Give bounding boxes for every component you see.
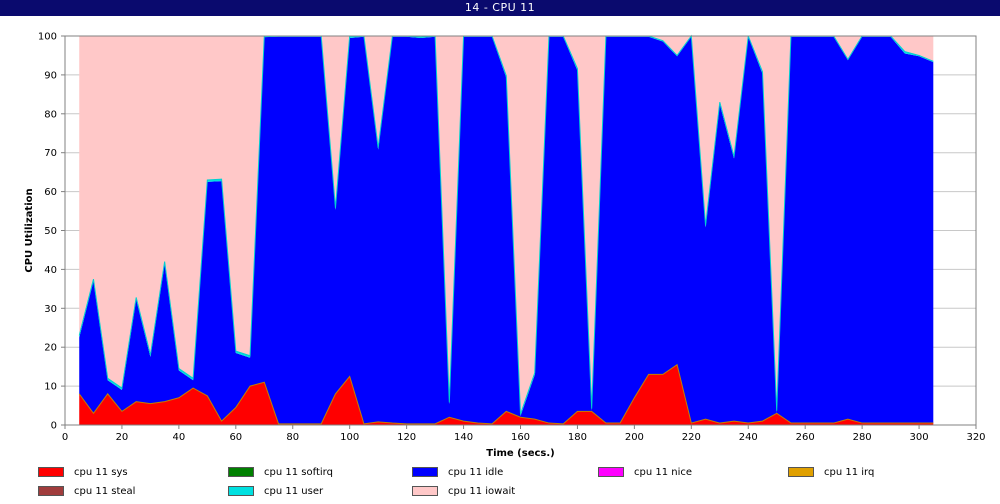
x-tick-label: 240 <box>739 432 758 443</box>
legend-label: cpu 11 softirq <box>264 466 333 478</box>
legend-item: cpu 11 softirq <box>228 465 333 479</box>
x-tick-label: 220 <box>682 432 701 443</box>
area-cpu-11-iowait <box>79 36 934 415</box>
area-cpu-11-idle <box>79 36 934 424</box>
legend-swatch <box>228 467 254 477</box>
y-tick-label: 100 <box>38 32 57 43</box>
x-tick-label: 180 <box>568 432 587 443</box>
line-sys-top <box>78 363 934 425</box>
legend-label: cpu 11 nice <box>634 466 693 478</box>
x-tick-label: 320 <box>966 432 985 443</box>
legend-label: cpu 11 idle <box>448 466 504 478</box>
x-tick-label: 80 <box>286 432 299 443</box>
legend-swatch <box>38 486 64 496</box>
legend-item: cpu 11 user <box>228 484 323 498</box>
legend: cpu 11 sys cpu 11 softirq cpu 11 idle cpu 1… <box>0 460 1000 504</box>
x-tick-label: 260 <box>796 432 815 443</box>
legend-label: cpu 11 sys <box>74 466 128 478</box>
legend-item: cpu 11 steal <box>38 484 135 498</box>
y-tick-label: 20 <box>44 343 57 354</box>
window-title: 14 - CPU 11 <box>0 0 1000 16</box>
y-tick-label: 10 <box>44 382 57 393</box>
legend-label: cpu 11 irq <box>824 466 875 478</box>
chart-panel: 0 20 40 60 80 100 120 140 160 180 200 220 240 260 280 3… <box>0 16 1000 504</box>
y-tick-label: 90 <box>44 70 57 81</box>
x-tick-label: 120 <box>397 432 416 443</box>
legend-swatch <box>38 467 64 477</box>
legend-item: cpu 11 idle <box>412 465 503 479</box>
y-tick-label: 70 <box>44 148 57 159</box>
x-tick-label: 0 <box>62 432 68 443</box>
stacked-areas <box>78 34 934 425</box>
legend-label: cpu 11 iowait <box>448 485 516 497</box>
x-tick-label: 100 <box>340 432 359 443</box>
legend-item: cpu 11 nice <box>598 465 692 479</box>
legend-swatch <box>412 486 438 496</box>
legend-label: cpu 11 user <box>264 485 324 497</box>
x-tick-label: 160 <box>511 432 530 443</box>
legend-swatch <box>598 467 624 477</box>
x-axis-label: Time (secs.) <box>486 448 555 459</box>
y-tick-label: 60 <box>44 187 57 198</box>
cpu-utilization-chart: 0 20 40 60 80 100 120 140 160 180 200 220 240 260 280 3… <box>24 32 986 460</box>
x-tick-label: 20 <box>116 432 129 443</box>
area-cpu-11-sys <box>79 364 934 425</box>
legend-swatch <box>228 486 254 496</box>
axes: 0 20 40 60 80 100 120 140 160 180 200 220 240 260 280 3… <box>38 32 986 444</box>
x-tick-label: 60 <box>229 432 242 443</box>
legend-swatch <box>412 467 438 477</box>
y-tick-label: 40 <box>44 265 57 276</box>
legend-swatch <box>788 467 814 477</box>
x-tick-label: 200 <box>625 432 644 443</box>
legend-label: cpu 11 steal <box>74 485 136 497</box>
x-tick-label: 300 <box>910 432 929 443</box>
y-axis-label: CPU Utilization <box>24 188 35 272</box>
legend-item: cpu 11 sys <box>38 465 128 479</box>
y-tick-label: 80 <box>44 109 57 120</box>
x-tick-label: 40 <box>173 432 186 443</box>
legend-item: cpu 11 iowait <box>412 484 515 498</box>
x-tick-label: 140 <box>454 432 473 443</box>
y-tick-label: 0 <box>51 421 57 432</box>
legend-item: cpu 11 irq <box>788 465 874 479</box>
x-tick-label: 280 <box>853 432 872 443</box>
y-tick-label: 50 <box>44 226 57 237</box>
y-tick-label: 30 <box>44 304 57 315</box>
